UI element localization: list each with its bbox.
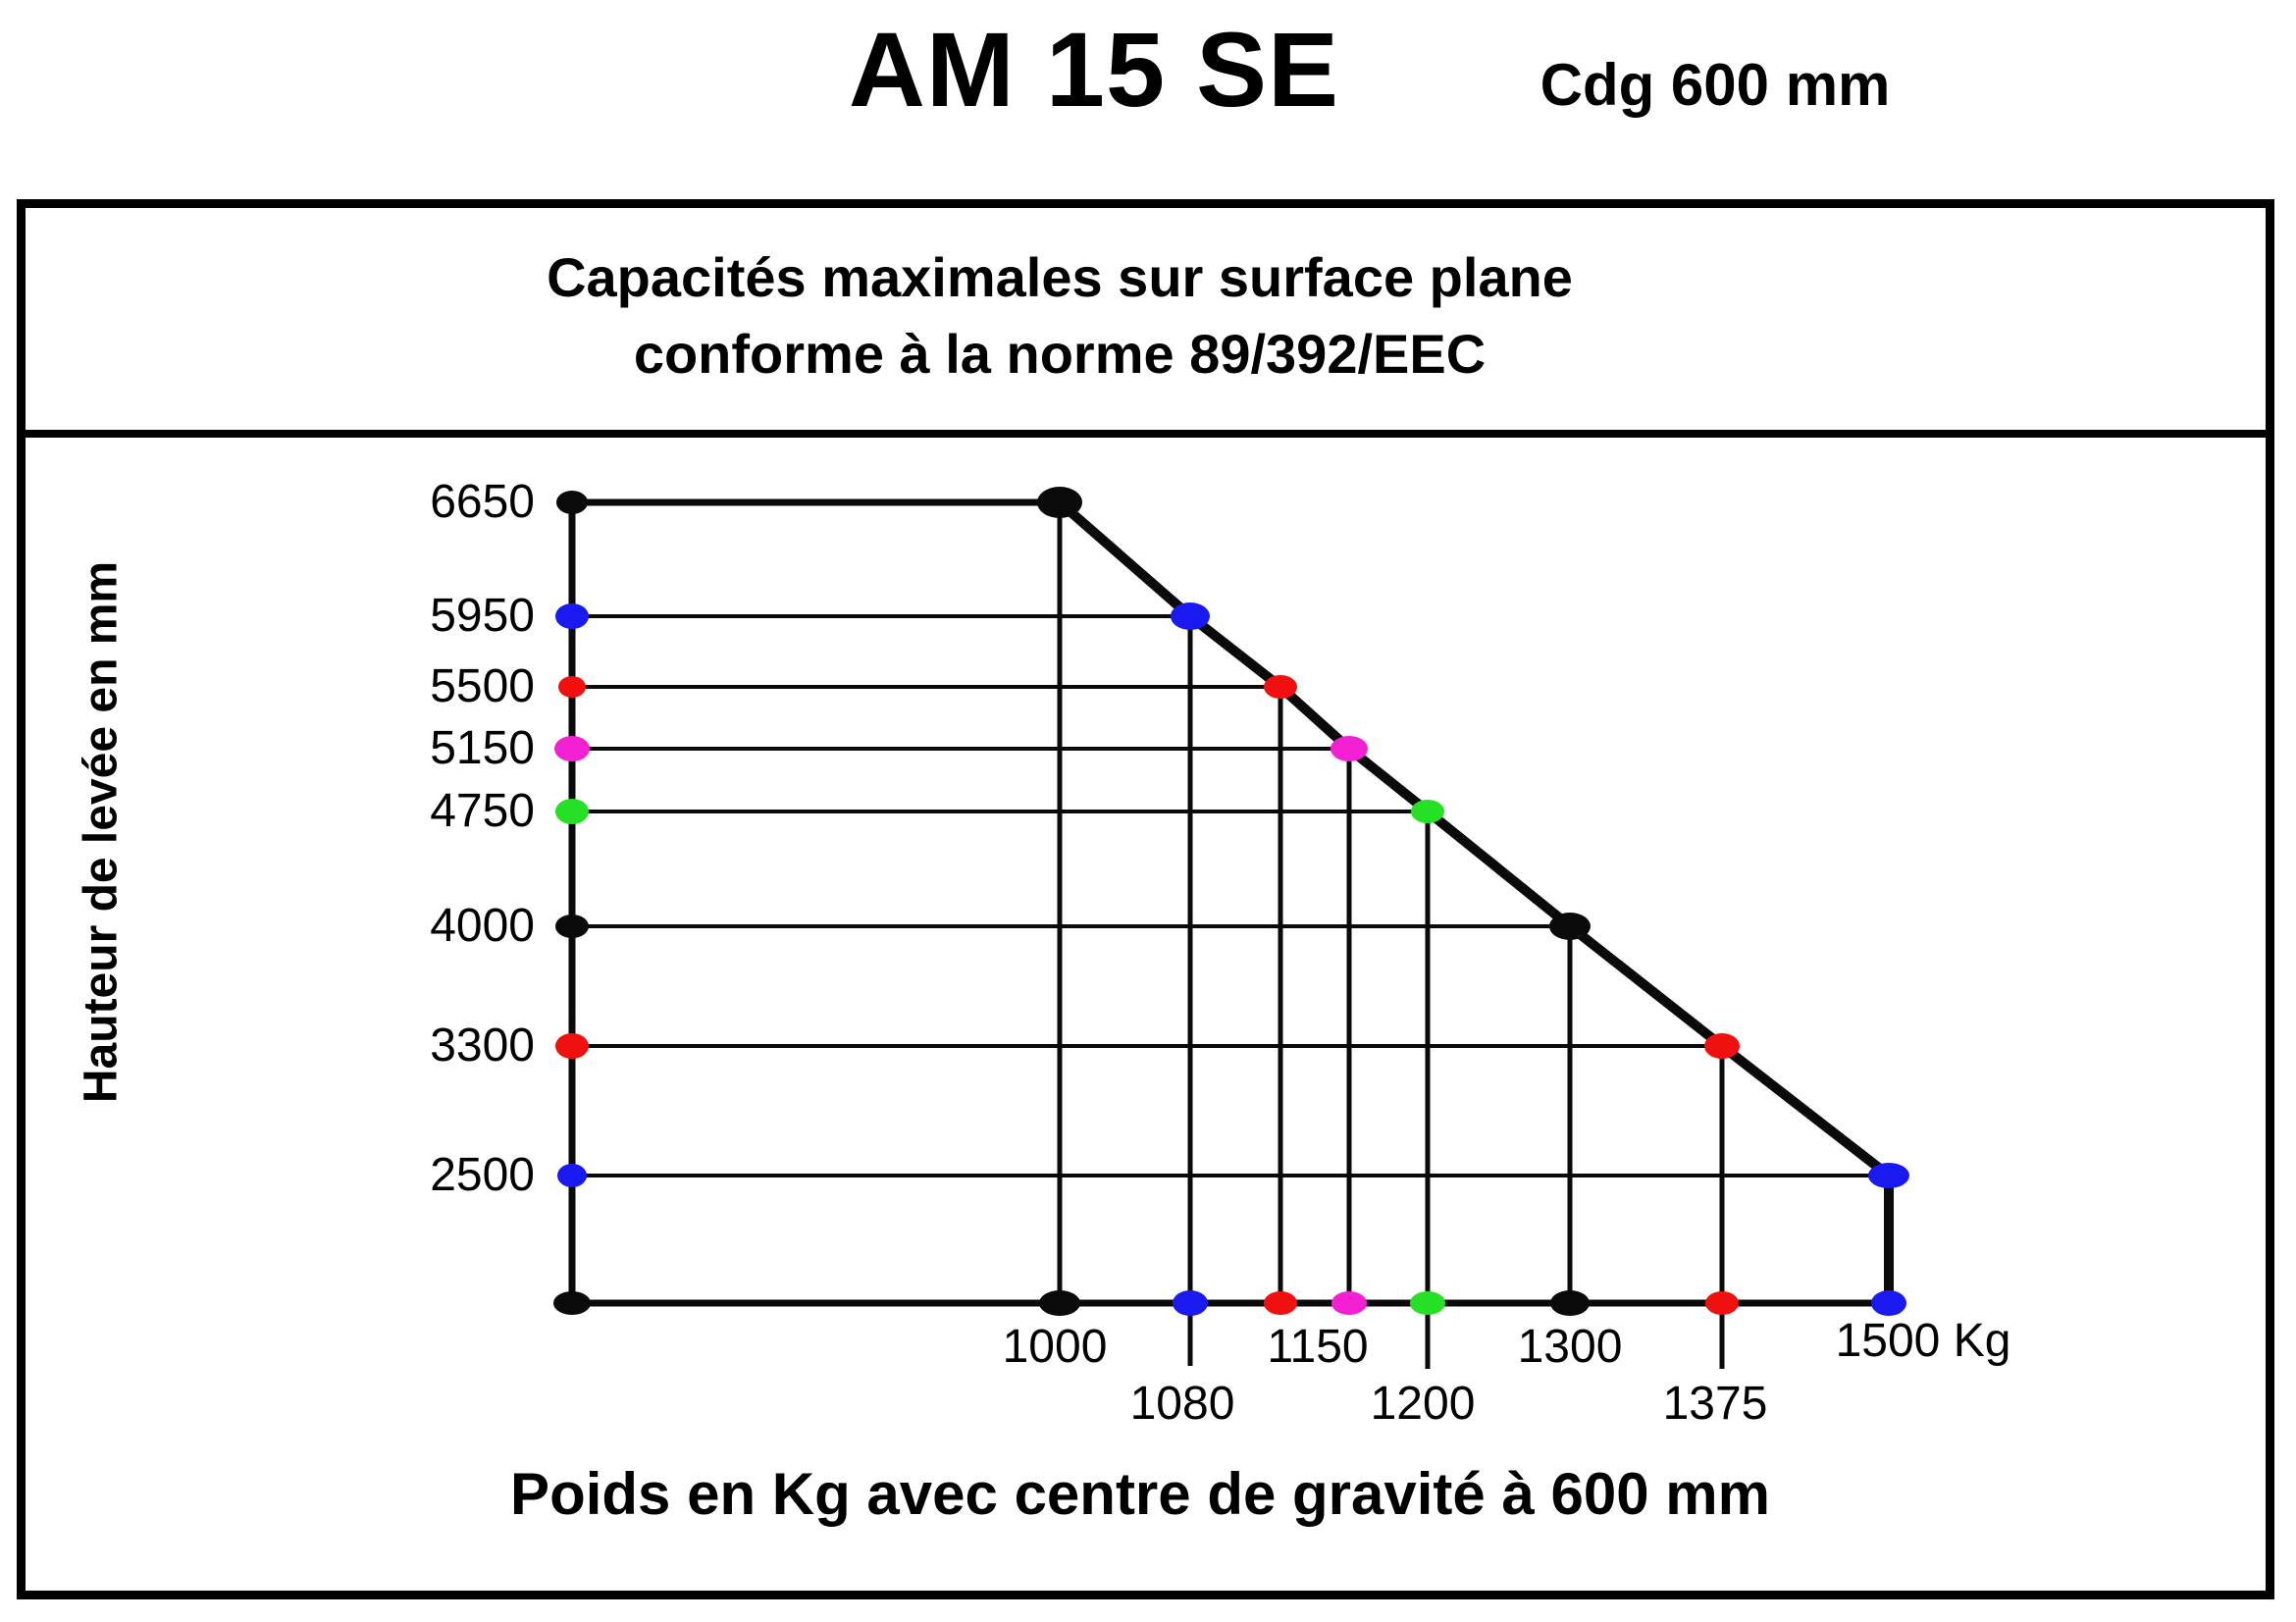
axis-dot-6650 xyxy=(556,491,588,514)
y-tick-3300: 3300 xyxy=(430,1020,535,1072)
base-dot-1000 xyxy=(1039,1290,1080,1316)
axis-dot-origin xyxy=(553,1291,591,1315)
axis-dot-4750 xyxy=(555,799,589,824)
y-tick-2500: 2500 xyxy=(430,1149,535,1201)
curve-dot-4750 xyxy=(1411,800,1444,823)
x-tick-1375: 1375 xyxy=(1662,1378,1768,1430)
y-tick-5500: 5500 xyxy=(430,660,535,712)
axis-dot-4000 xyxy=(555,915,589,938)
x-tick-1500-kg: 1500 Kg xyxy=(1835,1315,2011,1367)
cog-label: Cdg 600 mm xyxy=(1539,52,1891,118)
curve-dot-3300 xyxy=(1704,1033,1740,1059)
curve-dot-5150 xyxy=(1331,736,1368,761)
x-tick-1000: 1000 xyxy=(1002,1321,1108,1373)
y-axis-title: Hauteur de levée en mm xyxy=(75,560,128,1104)
y-tick-6650: 6650 xyxy=(430,476,535,528)
y-tick-5950: 5950 xyxy=(430,590,535,642)
curve-dot-4000 xyxy=(1549,913,1591,940)
chart-title-line1: Capacités maximales sur surface plane xyxy=(547,246,1573,308)
base-dot-1080 xyxy=(1173,1290,1208,1316)
axis-dot-3300 xyxy=(555,1033,589,1059)
y-tick-4000: 4000 xyxy=(430,900,535,952)
base-dot-1375 xyxy=(1705,1291,1739,1315)
panel-divider xyxy=(17,430,2274,438)
x-tick-1080: 1080 xyxy=(1129,1378,1235,1430)
base-dot-1150 xyxy=(1264,1291,1297,1315)
curve-dot-5950 xyxy=(1171,602,1210,630)
y-tick-5150: 5150 xyxy=(430,722,535,774)
curve-dot-2500 xyxy=(1868,1163,1909,1188)
axis-dot-5950 xyxy=(555,603,589,629)
base-dot-1500 xyxy=(1871,1290,1906,1316)
page-title: AM 15 SE xyxy=(848,10,1340,129)
base-dot-1300 xyxy=(1550,1290,1590,1316)
axis-dot-5500 xyxy=(558,676,586,698)
chart-title-line2: conforme à la norme 89/392/EEC xyxy=(633,323,1487,385)
chart-title: Capacités maximales sur surface plane co… xyxy=(547,239,1573,392)
curve-dot-5500 xyxy=(1264,675,1297,699)
x-tick-1150: 1150 xyxy=(1267,1321,1369,1373)
base-dot-1175 xyxy=(1331,1291,1367,1315)
x-axis-title: Poids en Kg avec centre de gravité à 600… xyxy=(510,1461,1770,1527)
capacity-curve xyxy=(1056,498,1893,1179)
axis-dot-2500 xyxy=(557,1164,587,1187)
base-dot-1200 xyxy=(1410,1291,1445,1315)
x-tick-1300: 1300 xyxy=(1517,1321,1623,1373)
curve-dot-6650 xyxy=(1037,487,1082,518)
axis-dot-5150 xyxy=(554,736,590,761)
y-tick-4750: 4750 xyxy=(430,785,535,837)
x-tick-1200: 1200 xyxy=(1370,1378,1476,1430)
